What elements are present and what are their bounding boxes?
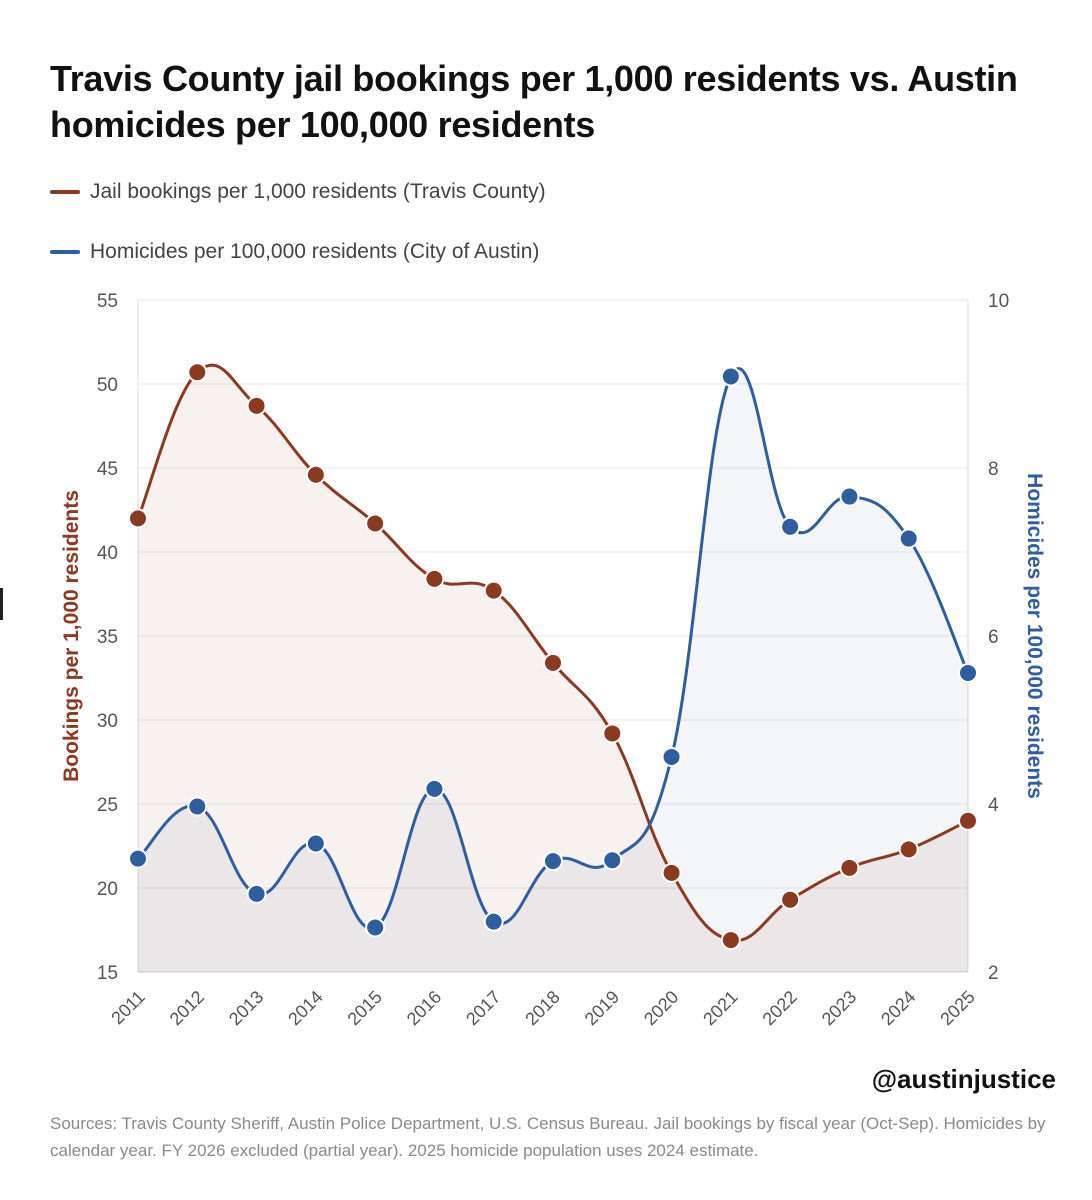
point-bookings-2013 [246,395,267,416]
x-tick-label-2014: 2014 [284,987,326,1029]
legend-item-homicides[interactable]: Homicides per 100,000 residents (City of… [50,232,546,272]
chart-title: Travis County jail bookings per 1,000 re… [50,58,1018,145]
line-homicides [136,367,970,930]
point-homicides-2024 [898,528,919,549]
right-tick-label-4: 4 [988,795,999,816]
left-axis-title: Bookings per 1,000 residents [60,490,83,782]
x-tick-label-2023: 2023 [818,987,860,1029]
right-tick-label-8: 8 [988,459,999,480]
left-tick-label-30: 30 [97,711,118,732]
legend-swatch-bookings [50,190,80,194]
legend: Jail bookings per 1,000 residents (Travi… [50,172,546,292]
point-bookings-2016 [424,568,445,589]
point-homicides-2023 [839,486,860,507]
point-bookings-2020 [661,862,682,883]
right-tick-label-2: 2 [988,963,999,984]
left-tick-label-35: 35 [97,627,118,648]
x-tick-label-2015: 2015 [344,987,386,1029]
left-tick-label-15: 15 [97,963,118,984]
point-homicides-2012 [187,796,208,817]
x-tick-label-2016: 2016 [403,987,445,1029]
area-homicides [138,368,968,972]
watermark: @austinjustice [871,1064,1056,1094]
x-tick-label-2018: 2018 [521,987,563,1029]
point-homicides-2017 [483,911,504,932]
left-tick-label-20: 20 [97,879,118,900]
point-homicides-2018 [543,851,563,872]
point-bookings-2015 [365,513,386,534]
x-tick-label-2013: 2013 [225,987,267,1029]
x-tick-label-2017: 2017 [462,987,504,1029]
left-tick-label-50: 50 [97,375,118,396]
point-homicides-2025 [958,662,978,683]
x-tick-label-2012: 2012 [166,987,208,1029]
left-edge-marker [0,588,3,620]
point-bookings-2017 [483,580,504,601]
point-homicides-2015 [365,917,386,938]
x-tick-label-2024: 2024 [877,987,919,1029]
point-bookings-2023 [839,857,860,878]
legend-item-bookings[interactable]: Jail bookings per 1,000 residents (Travi… [50,172,546,212]
x-tick-label-2019: 2019 [581,987,623,1029]
legend-label-homicides: Homicides per 100,000 residents (City of… [90,240,540,263]
left-tick-label-45: 45 [97,459,118,480]
right-tick-label-6: 6 [988,627,999,648]
point-bookings-2012 [187,362,208,383]
left-tick-label-25: 25 [97,795,118,816]
point-bookings-2024 [898,839,919,860]
x-tick-label-2020: 2020 [640,987,682,1029]
point-bookings-2022 [780,889,801,910]
point-homicides-2016 [424,778,445,799]
point-homicides-2013 [246,883,267,904]
x-tick-label-2025: 2025 [936,987,978,1029]
left-tick-label-40: 40 [97,543,118,564]
point-homicides-2011 [128,848,148,869]
chart-area: 15 20 25 30 35 40 45 50 55 2 4 6 8 10 2011 2012 2013 2014… [0,280,1092,1060]
right-tick-label-10: 10 [988,291,1009,312]
left-tick-label-55: 55 [97,291,118,312]
legend-swatch-homicides [50,250,80,254]
x-tick-label-2022: 2022 [759,987,801,1029]
point-homicides-2022 [780,516,801,537]
point-bookings-2021 [720,930,741,951]
point-homicides-2019 [602,850,623,871]
point-homicides-2020 [661,746,682,767]
legend-label-bookings: Jail bookings per 1,000 residents (Travi… [90,180,546,203]
point-bookings-2014 [305,464,326,485]
point-bookings-2011 [128,508,148,529]
point-bookings-2025 [958,810,978,831]
x-tick-label-2021: 2021 [699,987,741,1029]
point-homicides-2014 [305,833,326,854]
right-axis-title: Homicides per 100,000 residents [1023,473,1046,799]
x-tick-label-2011: 2011 [107,987,149,1029]
point-homicides-2021 [720,366,741,387]
sources-note: Sources: Travis County Sheriff, Austin P… [50,1114,1046,1160]
point-bookings-2019 [602,723,623,744]
point-bookings-2018 [543,652,563,673]
